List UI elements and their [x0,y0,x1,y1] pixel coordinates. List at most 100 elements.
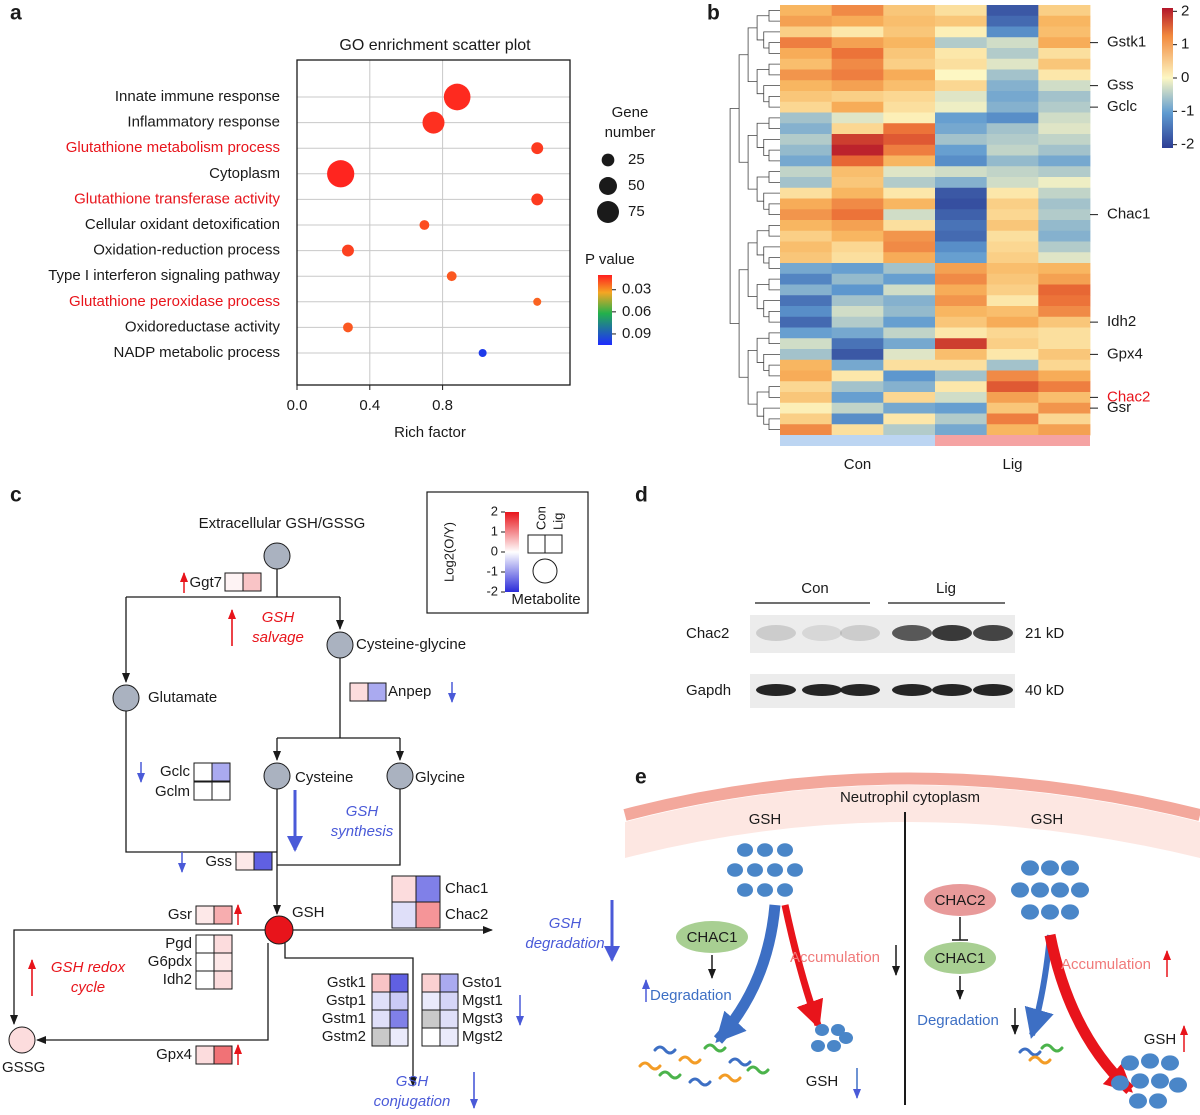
heat-cell [935,209,988,221]
heat-cell [883,327,936,339]
dendrogram-branch [756,69,769,95]
metabolite [263,542,291,570]
y-tick-label: Cellular oxidant detoxification [85,216,280,233]
heat-cell [935,155,988,167]
heat-cell [831,69,884,81]
dendrogram-branch [763,31,780,49]
gene-cell [415,875,441,903]
fragment [688,1077,712,1087]
gsh-dot [747,863,763,877]
gene-label: Gclm [155,783,190,800]
heat-cell [780,316,833,328]
heat-cell [1038,230,1091,242]
gene-label: Ggt7 [189,574,222,591]
color-tick-label: 1 [1181,36,1189,53]
heat-cell [883,48,936,60]
gsh-dot [727,863,743,877]
heat-cell [883,338,936,350]
dendrogram-branch [756,176,769,202]
row-label: Gpx4 [1107,345,1143,362]
gene-cell [389,991,409,1011]
heat-cell [780,134,833,146]
gene-cell [391,875,417,903]
heat-cell [831,187,884,199]
metabolite-label: Cysteine [295,769,353,786]
heat-cell [935,263,988,275]
dendrogram-branch [747,27,758,82]
dendrogram-branch [768,9,780,22]
gsh-dot [787,863,803,877]
gene-cell [242,572,262,592]
node-label: Accumulation [790,949,880,966]
heat-cell [780,424,833,436]
gsh-dot [815,1024,829,1036]
group-bar [780,435,935,446]
heat-cell [780,155,833,167]
gsh-dot [1041,860,1059,876]
heat-cell [986,327,1039,339]
color-tick-label: 0.09 [622,325,651,342]
gene-label: Gss [205,853,232,870]
heat-cell [883,155,936,167]
point [443,83,471,111]
heat-cell [831,101,884,113]
heat-cell [935,327,988,339]
heat-cell [780,48,833,60]
heat-cell [986,241,1039,253]
heat-cell [986,413,1039,425]
heat-cell [935,370,988,382]
color-tick-label: 0.06 [622,303,651,320]
fragment [1028,1055,1052,1065]
heat-cell [935,91,988,103]
heat-cell [883,37,936,49]
gsh-dot [1111,1075,1129,1091]
heat-cell [780,338,833,350]
color-tick-label: 0 [1181,69,1189,86]
heat-cell [831,316,884,328]
panel-label: a [10,2,22,25]
color-bar [505,512,519,592]
metabolite-label: Extracellular GSH/GSSG [199,515,366,532]
gsh-dot [757,883,773,897]
heat-cell [935,381,988,393]
metabolite-label: Glycine [415,769,465,786]
heat-cell [780,295,833,307]
heat-cell [986,284,1039,296]
node-label: CHAC1 [687,929,738,946]
heat-cell [831,230,884,242]
heat-cell [831,198,884,210]
gene-cell [235,851,255,871]
dendrogram-branch [738,54,749,163]
metabolite-label: Cysteine-glycine [356,636,466,653]
band [932,625,972,641]
gene-cell [371,1027,391,1047]
color-tick-label: 2 [491,503,498,518]
heat-cell [986,101,1039,113]
y-tick-label: Oxidation-reduction process [93,242,280,259]
heat-cell [883,349,936,361]
gsh-dot [1011,882,1029,898]
gsh-dot [1071,882,1089,898]
inhibition [952,917,968,941]
dendrogram-branch [768,386,780,398]
heat-cell [831,58,884,70]
row-label: Gsr [1107,399,1131,416]
heat-cell [986,134,1039,146]
panel-label: b [707,2,720,25]
panel-label: c [10,484,22,507]
gene-label: Gpx4 [156,1046,192,1063]
gsh-dot [827,1040,841,1052]
heat-cell [986,370,1039,382]
fragment [678,1055,702,1065]
gene-label: Mgst3 [462,1010,503,1027]
compartment-label: Neutrophil cytoplasm [840,789,980,806]
heat-cell [883,134,936,146]
dendrogram-branch [756,337,769,363]
point [343,322,353,333]
gsh-dot [1041,904,1059,920]
heat-cell [1038,220,1091,232]
dendrogram-branch [768,203,780,216]
heat-cell [1038,37,1091,49]
band [756,625,796,641]
heat-cell [883,263,936,275]
